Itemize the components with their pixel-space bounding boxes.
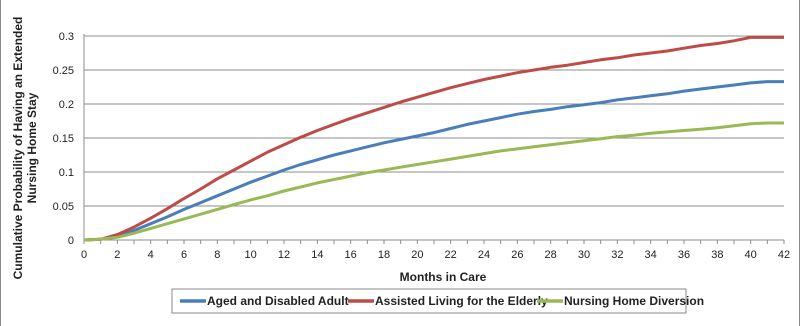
y-tick-labels: 0 0.05 0.1 0.15 0.2 0.25 0.3 <box>53 31 74 247</box>
x-tick-label: 24 <box>478 249 490 261</box>
series-line-2 <box>83 35 784 242</box>
x-tick-label: 36 <box>678 249 690 261</box>
x-tick-label: 10 <box>245 249 257 261</box>
x-tick-label: 14 <box>311 249 323 261</box>
x-tick-label: 12 <box>278 249 290 261</box>
legend-label-1: Aged and Disabled Adult <box>207 294 349 308</box>
x-tick-label: 4 <box>148 249 154 261</box>
legend-label-3: Nursing Home Diversion <box>564 294 704 308</box>
x-tick-label: 22 <box>445 249 457 261</box>
x-tick-label: 40 <box>745 249 757 261</box>
x-tick-labels: 0 2 4 6 8 10 12 14 16 18 20 22 24 26 28 30 32 34 36 38 40 42 <box>81 249 790 261</box>
y-tick-label: 0.05 <box>53 201 74 213</box>
x-tick-label: 18 <box>378 249 390 261</box>
x-tick-label: 34 <box>645 249 657 261</box>
legend: Aged and Disabled Adult Assisted Living f… <box>171 288 704 314</box>
x-tick-label: 30 <box>578 249 590 261</box>
y-tick-label: 0.3 <box>59 31 74 43</box>
x-tick-label: 6 <box>181 249 187 261</box>
y-tick-label: 0 <box>68 235 74 247</box>
x-tick-label: 20 <box>411 249 423 261</box>
x-tick-label: 28 <box>545 249 557 261</box>
x-tick-label: 8 <box>214 249 220 261</box>
x-tick-label: 38 <box>711 249 723 261</box>
x-tick-label: 42 <box>778 249 790 261</box>
y-tick-label: 0.25 <box>53 65 74 77</box>
x-tick-label: 2 <box>114 249 120 261</box>
series-line-3 <box>83 121 784 242</box>
y-axis-title: Cumulative Probability of Having an Exte… <box>11 17 39 280</box>
x-tick-label: 32 <box>611 249 623 261</box>
y-tick-label: 0.15 <box>53 133 74 145</box>
legend-box <box>171 288 687 314</box>
legend-label-2: Assisted Living for the Elderly <box>375 294 548 308</box>
series-line-1 <box>83 80 784 242</box>
y-tick-label: 0.2 <box>59 99 74 111</box>
axes <box>83 34 785 244</box>
series-lines <box>83 35 784 242</box>
y-tick-label: 0.1 <box>59 167 74 179</box>
x-tick-label: 0 <box>81 249 87 261</box>
gridlines <box>84 35 784 207</box>
x-tick-label: 26 <box>511 249 523 261</box>
x-axis-title: Months in Care <box>400 270 487 284</box>
x-tick-label: 16 <box>345 249 357 261</box>
